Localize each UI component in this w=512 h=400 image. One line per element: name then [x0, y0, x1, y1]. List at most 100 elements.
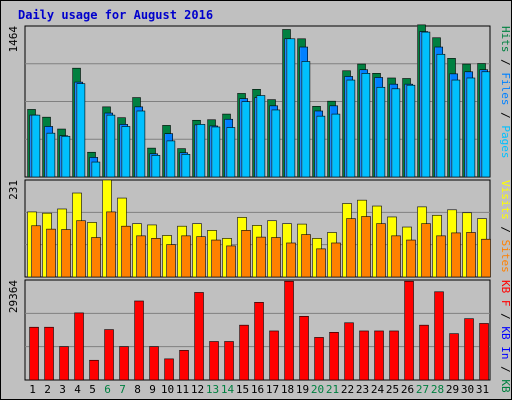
bar-pages-day-3-outline	[61, 135, 71, 178]
day-label-26: 26	[401, 383, 414, 396]
day-label-6: 6	[104, 383, 111, 396]
bar-sites-day-11	[181, 235, 191, 277]
legend-segment: /	[499, 53, 512, 73]
bar-kbf-day-18-outline	[284, 280, 294, 381]
day-label-31: 31	[476, 383, 489, 396]
bar-pages-day-13-outline	[211, 126, 221, 178]
bar-kbf-day-4	[74, 312, 84, 380]
bar-sites-day-15-outline	[241, 230, 251, 278]
bar-kbf-day-17	[269, 330, 279, 380]
bar-sites-day-18	[286, 242, 296, 277]
bar-sites-day-13-outline	[211, 239, 221, 278]
bar-pages-day-8	[136, 110, 145, 177]
bar-sites-day-22	[346, 218, 356, 277]
bar-sites-day-25	[391, 235, 401, 277]
bar-kbf-day-3	[59, 346, 69, 380]
bar-sites-day-14-outline	[226, 245, 236, 278]
bar-kbf-day-9-outline	[149, 346, 159, 381]
bar-sites-day-22-outline	[346, 218, 356, 278]
bar-kbf-day-2	[44, 327, 54, 380]
bar-kbf-day-7	[119, 346, 129, 380]
bar-pages-day-28-outline	[436, 53, 446, 178]
bar-sites-day-20	[316, 248, 326, 277]
bar-kbf-day-14	[224, 341, 234, 380]
bar-pages-day-25-outline	[391, 88, 401, 178]
bar-pages-day-2	[46, 133, 55, 177]
bar-kbf-day-9	[149, 346, 159, 380]
bar-sites-day-8-outline	[136, 235, 146, 278]
bar-pages-day-6-outline	[106, 114, 116, 178]
bar-kbf-day-24-outline	[374, 330, 384, 381]
bar-pages-day-29-outline	[451, 79, 461, 178]
bar-kbf-day-29	[449, 333, 459, 380]
bar-kbf-day-16-outline	[254, 302, 264, 381]
bar-kbf-day-20	[314, 337, 324, 380]
chart-title: Daily usage for August 2016	[18, 8, 213, 22]
bar-pages-day-17	[271, 109, 280, 177]
bar-kbf-day-26	[404, 281, 414, 380]
bar-pages-day-13	[211, 126, 220, 177]
bar-kbf-day-22	[344, 322, 354, 380]
bar-sites-day-25-outline	[391, 235, 401, 278]
bar-kbf-day-27	[419, 325, 429, 380]
bar-pages-day-23	[361, 73, 370, 177]
day-label-19: 19	[296, 383, 309, 396]
bar-sites-day-26-outline	[406, 239, 416, 278]
bar-kbf-day-23-outline	[359, 330, 369, 381]
legend-segment: /	[499, 106, 512, 126]
bar-pages-day-7	[121, 126, 130, 177]
bar-pages-day-31	[481, 71, 490, 177]
bar-pages-day-29	[451, 80, 460, 177]
bar-pages-day-25	[391, 88, 400, 177]
day-label-8: 8	[134, 383, 141, 396]
day-label-13: 13	[206, 383, 219, 396]
bar-sites-day-6	[106, 211, 116, 277]
bar-kbf-day-30	[464, 318, 474, 380]
bar-kbf-day-13-outline	[209, 341, 219, 381]
bar-pages-day-11-outline	[181, 154, 191, 178]
bar-sites-day-4	[76, 220, 86, 277]
bar-sites-day-11-outline	[181, 235, 191, 278]
bar-kbf-day-16	[254, 302, 264, 380]
panel-2-legend-label: Visits / Sites	[499, 180, 512, 273]
day-label-25: 25	[386, 383, 399, 396]
bar-pages-day-5	[91, 162, 100, 177]
bar-kbf-day-25	[389, 330, 399, 380]
bar-sites-day-24-outline	[376, 223, 386, 278]
bar-kbf-day-2-outline	[44, 326, 54, 381]
bar-pages-day-20	[316, 116, 325, 177]
bar-sites-day-7	[121, 226, 131, 277]
day-label-27: 27	[416, 383, 429, 396]
legend-segment: Sites	[499, 240, 512, 273]
bar-pages-day-15-outline	[241, 101, 251, 178]
bar-pages-day-19-outline	[301, 61, 311, 178]
day-label-17: 17	[266, 383, 279, 396]
bar-pages-day-11	[181, 154, 190, 177]
bar-pages-day-1-outline	[31, 114, 41, 178]
bar-sites-day-17-outline	[271, 237, 281, 278]
legend-segment: Pages	[499, 125, 512, 158]
bar-kbf-day-7-outline	[119, 346, 129, 381]
panel-3: 29364 KB F / KB In / KB Out	[7, 279, 512, 400]
bar-kbf-day-5	[89, 360, 99, 380]
bar-sites-day-9	[151, 238, 161, 277]
bar-kbf-day-28-outline	[434, 291, 444, 381]
bar-sites-day-1-outline	[31, 225, 41, 278]
bar-sites-day-18-outline	[286, 242, 296, 278]
bar-sites-day-16-outline	[256, 236, 266, 278]
bar-sites-day-4-outline	[76, 220, 86, 278]
day-label-16: 16	[251, 383, 264, 396]
bar-pages-day-10	[166, 140, 175, 177]
day-label-24: 24	[371, 383, 385, 396]
bar-pages-day-24	[376, 87, 385, 177]
bar-pages-day-18	[286, 38, 295, 178]
bar-kbf-day-12-outline	[194, 292, 204, 381]
bar-kbf-day-22-outline	[344, 322, 354, 381]
bar-kbf-day-10	[164, 358, 174, 380]
bar-kbf-day-31	[479, 323, 489, 380]
bar-sites-day-24	[376, 223, 386, 277]
bar-pages-day-2-outline	[46, 132, 56, 178]
bar-sites-day-3-outline	[61, 229, 71, 278]
legend-segment: Visits	[499, 180, 512, 220]
